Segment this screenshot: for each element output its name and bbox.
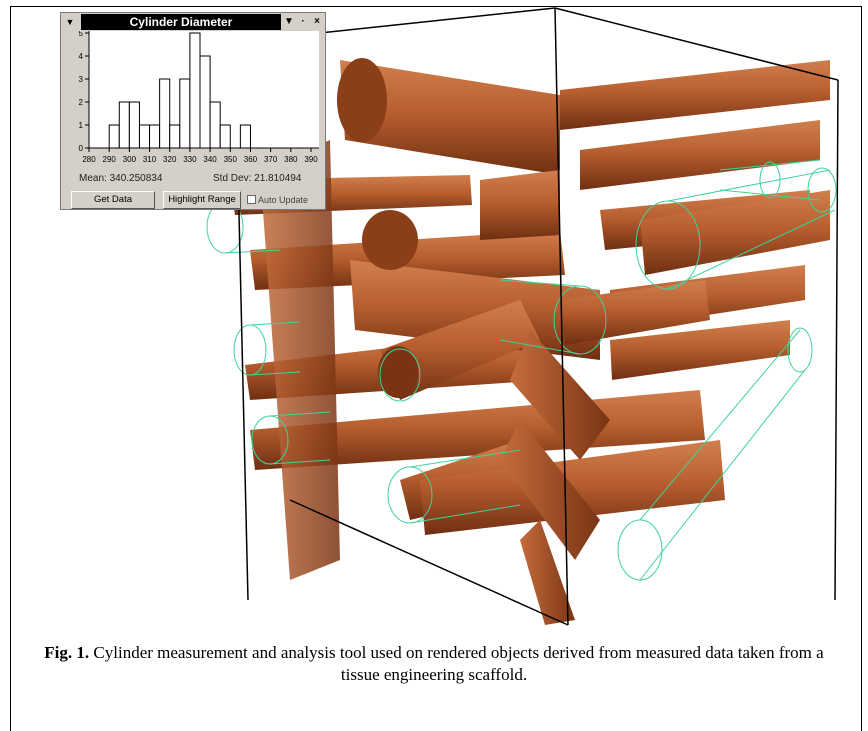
x-tick-label: 330 (183, 155, 197, 164)
histogram-bar (159, 78, 171, 149)
window-title: Cylinder Diameter (81, 14, 281, 30)
y-tick-label: 0 (79, 144, 84, 153)
histogram-bar (219, 124, 231, 149)
auto-update-label: Auto Update (258, 195, 309, 205)
histogram-bar (138, 124, 151, 149)
histogram-bars (108, 32, 251, 149)
strut-group-front (260, 58, 830, 625)
y-tick-label: 5 (79, 31, 84, 38)
histogram-bar (108, 124, 120, 149)
checkbox-icon[interactable] (247, 195, 256, 204)
histogram-bar (118, 101, 130, 149)
y-tick-label: 3 (79, 75, 84, 84)
x-tick-label: 300 (123, 155, 137, 164)
get-data-button[interactable]: Get Data (71, 191, 155, 209)
highlight-range-button[interactable]: Highlight Range (163, 191, 241, 209)
x-tick-label: 280 (82, 155, 96, 164)
x-tick-label: 390 (304, 155, 318, 164)
maximize-icon[interactable]: · (301, 16, 305, 27)
histogram-bar (169, 124, 181, 149)
y-tick-label: 1 (79, 121, 84, 130)
y-axis: 0 1 2 3 4 5 (79, 31, 89, 153)
x-tick-label: 380 (284, 155, 298, 164)
caption-label: Fig. 1. (44, 643, 90, 662)
close-icon[interactable]: × (314, 16, 320, 27)
window-menu-icon[interactable]: ▼ (65, 17, 75, 27)
histogram-bar (199, 55, 211, 149)
histogram-bar (189, 32, 201, 149)
x-tick-label: 290 (103, 155, 117, 164)
x-tick-label: 340 (203, 155, 217, 164)
histogram-bar (128, 101, 140, 149)
x-tick-label: 370 (264, 155, 278, 164)
x-tick-label: 350 (224, 155, 238, 164)
mean-value: Mean: 340.250834 (79, 173, 163, 184)
caption-text: Cylinder measurement and analysis tool u… (89, 643, 824, 684)
y-tick-label: 2 (79, 98, 84, 107)
window-titlebar[interactable]: ▼ Cylinder Diameter ▼ · × (61, 13, 325, 31)
histogram-bar (149, 124, 161, 149)
y-tick-label: 4 (79, 52, 84, 61)
figure-caption: Fig. 1. Cylinder measurement and analysi… (30, 642, 838, 686)
histogram-bar (209, 101, 221, 149)
x-tick-label: 310 (143, 155, 157, 164)
x-tick-label: 360 (244, 155, 258, 164)
auto-update-checkbox[interactable]: Auto Update (247, 191, 308, 209)
x-tick-label: 320 (163, 155, 177, 164)
cylinder-diameter-window[interactable]: ▼ Cylinder Diameter ▼ · × 0 1 2 3 4 5 280 290 3… (60, 12, 326, 210)
scaffold-rendering (206, 7, 839, 626)
histogram-bar (239, 124, 251, 149)
histogram-bar (179, 78, 191, 149)
minimize-icon[interactable]: ▼ (284, 16, 294, 27)
figure-frame (10, 6, 862, 731)
wireframe-cylinders (206, 159, 837, 581)
std-dev-value: Std Dev: 21.810494 (213, 173, 302, 184)
x-axis: 280 290 300 310 320 330 340 350 360 370 380 390 (82, 148, 318, 164)
histogram-chart: 0 1 2 3 4 5 280 290 300 310 320 330 340 350 360 370 380… (61, 31, 325, 171)
